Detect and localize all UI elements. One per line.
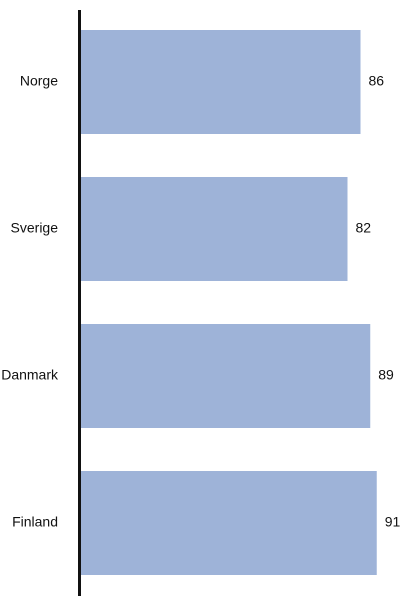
bar-finland: [81, 471, 377, 575]
bar-norge: [81, 30, 361, 134]
category-label-sverige: Sverige: [11, 220, 59, 236]
value-label-norge: 86: [369, 73, 385, 89]
category-labels: Norge Sverige Danmark Finland: [1, 73, 59, 530]
value-label-sverige: 82: [356, 220, 372, 236]
category-label-finland: Finland: [12, 514, 58, 530]
bar-sverige: [81, 177, 348, 281]
value-label-finland: 91: [385, 514, 400, 530]
category-label-danmark: Danmark: [1, 367, 59, 383]
bars-group: [81, 30, 377, 575]
value-label-danmark: 89: [378, 367, 394, 383]
category-label-norge: Norge: [20, 73, 58, 89]
bar-danmark: [81, 324, 371, 428]
value-labels: 86 82 89 91: [356, 73, 400, 530]
